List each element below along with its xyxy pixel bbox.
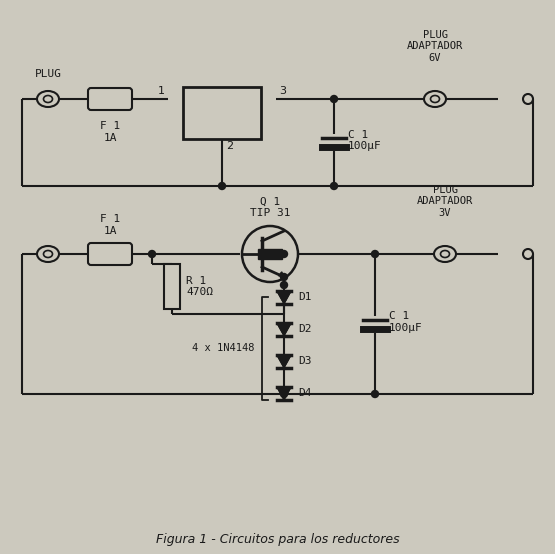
- Polygon shape: [277, 355, 291, 368]
- Ellipse shape: [43, 95, 53, 102]
- Circle shape: [280, 274, 287, 280]
- Text: 3: 3: [279, 86, 286, 96]
- Text: PLUG
ADAPTADOR
3V: PLUG ADAPTADOR 3V: [417, 185, 473, 218]
- Circle shape: [330, 182, 337, 189]
- Polygon shape: [277, 387, 291, 399]
- Circle shape: [523, 249, 533, 259]
- Text: 1: 1: [158, 86, 165, 96]
- Text: D1: D1: [298, 293, 311, 302]
- Polygon shape: [279, 272, 284, 277]
- Bar: [258, 249, 282, 259]
- Ellipse shape: [431, 95, 440, 102]
- Bar: [183, 87, 261, 139]
- Circle shape: [330, 95, 337, 102]
- Circle shape: [149, 250, 155, 258]
- Text: D3: D3: [298, 356, 311, 366]
- Circle shape: [280, 391, 287, 398]
- Ellipse shape: [424, 91, 446, 107]
- Text: CI-1: CI-1: [206, 98, 238, 110]
- Ellipse shape: [43, 250, 53, 258]
- Circle shape: [371, 391, 379, 398]
- Circle shape: [219, 182, 225, 189]
- Ellipse shape: [434, 246, 456, 262]
- Circle shape: [242, 226, 298, 282]
- Circle shape: [280, 250, 287, 258]
- Ellipse shape: [441, 250, 450, 258]
- Polygon shape: [277, 291, 291, 304]
- Circle shape: [523, 94, 533, 104]
- Text: 4 x 1N4148: 4 x 1N4148: [191, 343, 254, 353]
- FancyBboxPatch shape: [88, 88, 132, 110]
- Text: 2: 2: [226, 141, 233, 151]
- Polygon shape: [277, 323, 291, 336]
- Text: D4: D4: [298, 388, 311, 398]
- Text: C 1
100μF: C 1 100μF: [389, 311, 423, 333]
- Circle shape: [280, 281, 287, 289]
- Bar: [164, 264, 180, 309]
- Text: F 1
1A: F 1 1A: [100, 121, 120, 142]
- Text: D2: D2: [298, 324, 311, 334]
- Text: C 1
100μF: C 1 100μF: [348, 130, 382, 151]
- FancyBboxPatch shape: [88, 243, 132, 265]
- Text: PLUG
ADAPTADOR
6V: PLUG ADAPTADOR 6V: [407, 30, 463, 63]
- Ellipse shape: [37, 246, 59, 262]
- Text: Q 1
TIP 31: Q 1 TIP 31: [250, 197, 290, 218]
- Circle shape: [371, 250, 379, 258]
- Text: Figura 1 - Circuitos para los reductores: Figura 1 - Circuitos para los reductores: [156, 533, 400, 546]
- Ellipse shape: [37, 91, 59, 107]
- Text: PLUG: PLUG: [34, 69, 62, 79]
- Text: F 1
1A: F 1 1A: [100, 214, 120, 236]
- Text: R 1
470Ω: R 1 470Ω: [186, 276, 213, 297]
- Text: 7806: 7806: [206, 115, 238, 129]
